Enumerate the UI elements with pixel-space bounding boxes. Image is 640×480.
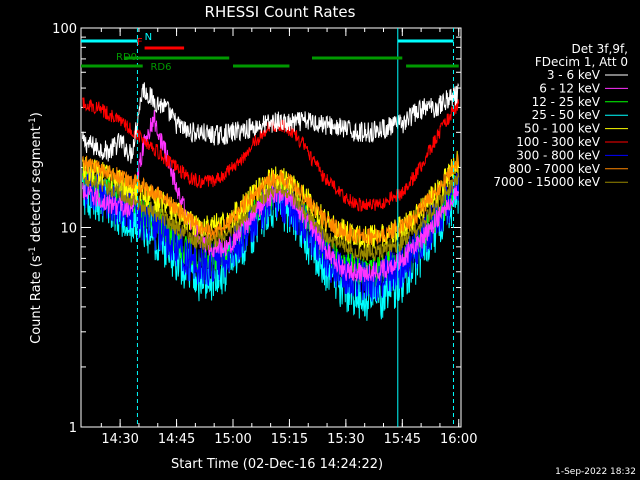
svg-text:Count Rate (s-1 detector segme: Count Rate (s-1 detector segment-1) <box>28 112 44 344</box>
y-label-exp2: -1 <box>28 117 38 126</box>
legend-label-4: 50 - 100 keV <box>524 122 601 136</box>
legend-label-5: 100 - 300 keV <box>516 135 600 149</box>
y-tick-label: 1 <box>69 421 77 436</box>
flag-label-rd0: RD0 <box>116 52 137 63</box>
series-line-7 <box>82 154 460 246</box>
legend-label-7: 800 - 7000 keV <box>509 162 601 176</box>
x-tick-label: 15:00 <box>214 432 251 447</box>
legend-label-0: 3 - 6 keV <box>547 68 601 82</box>
y-tick-label: 10 <box>60 222 77 237</box>
legend-label-1: 6 - 12 keV <box>539 81 601 95</box>
y-label-close: ) <box>29 112 44 117</box>
x-axis-label: Start Time (02-Dec-16 14:24:22) <box>171 457 383 472</box>
x-tick-label: 16:00 <box>440 432 477 447</box>
legend-label-3: 25 - 50 keV <box>532 108 601 122</box>
x-tick-label: 15:30 <box>327 432 364 447</box>
x-axis: 14:30 14:45 15:00 15:15 15:30 15:45 16:00 <box>100 28 477 447</box>
series-line-1 <box>82 110 460 283</box>
legend-label-2: 12 - 25 keV <box>532 95 601 109</box>
x-tick-label: 14:45 <box>158 432 195 447</box>
legend-header-2: FDecim 1, Att 0 <box>535 55 628 69</box>
x-tick-label: 15:15 <box>271 432 308 447</box>
chart-title: RHESSI Count Rates <box>205 3 356 21</box>
y-tick-label: 100 <box>52 22 77 37</box>
y-label-exp: -1 <box>28 246 38 255</box>
flag-label-rd6: RD6 <box>150 62 171 73</box>
flag-label-n: N <box>145 32 152 43</box>
flag-label-f: F <box>137 37 143 48</box>
y-label-main: Count Rate (s <box>29 255 44 344</box>
series-layer <box>82 82 460 321</box>
y-label-rest: detector segment <box>29 126 44 246</box>
x-tick-label: 14:30 <box>101 432 138 447</box>
y-axis-label: Count Rate (s-1 detector segment-1) <box>28 112 44 344</box>
vline-layer <box>136 28 454 427</box>
footer-timestamp: 1-Sep-2022 18:32 <box>555 467 636 477</box>
series-line-0 <box>82 82 460 164</box>
legend-label-6: 300 - 800 keV <box>516 148 600 162</box>
legend-header-1: Det 3f,9f, <box>572 42 629 56</box>
legend-label-8: 7000 - 15000 keV <box>493 175 600 189</box>
y-axis: 1 10 100 <box>52 22 461 436</box>
x-tick-label: 15:45 <box>384 432 421 447</box>
